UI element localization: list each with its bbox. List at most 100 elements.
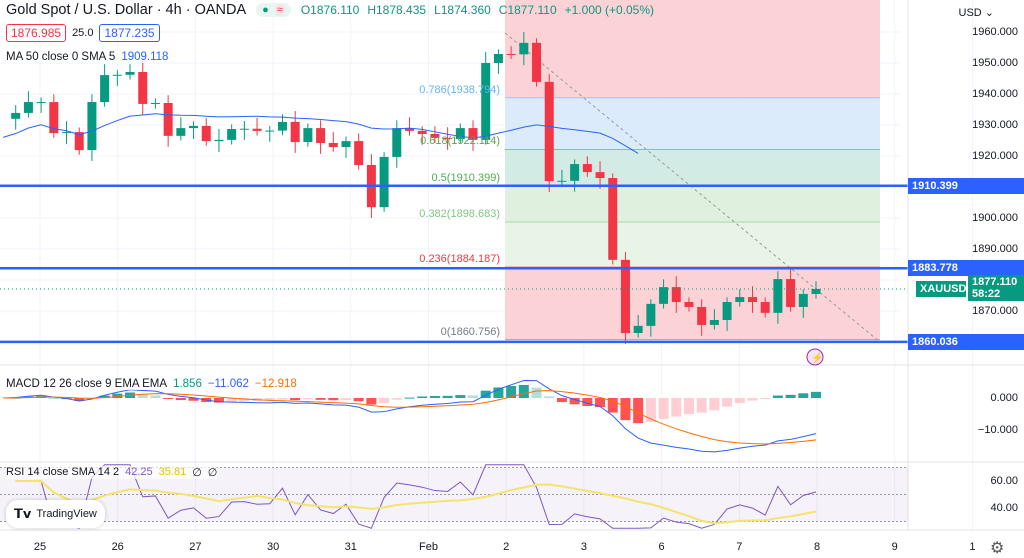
candle-body: [481, 63, 491, 140]
candle-body: [595, 172, 605, 179]
candle-body: [544, 81, 554, 182]
macd-histogram-bar: [747, 398, 758, 401]
time-axis-label: Feb: [419, 541, 438, 553]
settings-gear-icon[interactable]: ⚙: [990, 540, 1005, 557]
candle-body: [608, 178, 618, 260]
candle-body: [443, 138, 453, 140]
candle-body: [252, 128, 262, 131]
ma-legend[interactable]: MA 50 close 0 SMA 5 1909.118: [6, 51, 169, 63]
macd-histogram-bar: [607, 398, 618, 413]
price-axis-label: 1960.000: [972, 26, 1018, 38]
candle-body: [557, 180, 567, 182]
macd-line: [2, 380, 817, 453]
sell-button[interactable]: 1876.985: [6, 24, 67, 42]
symbol-title[interactable]: Gold Spot / U.S. Dollar · 4h · OANDA: [6, 2, 247, 18]
macd-histogram-bar: [175, 398, 186, 401]
macd-histogram-bar: [620, 398, 631, 421]
fib-zone: [505, 0, 880, 32]
time-axis-label: 8: [813, 541, 821, 553]
candle-body: [798, 293, 808, 307]
macd-histogram-bar: [353, 398, 364, 402]
symbol-tag: XAUUSD: [916, 280, 966, 297]
fib-zone: [505, 31, 880, 98]
macd-histogram-bar: [734, 398, 745, 404]
macd-histogram-bar: [302, 398, 313, 400]
time-axis-label: 2: [503, 541, 510, 553]
macd-histogram-bar: [506, 385, 517, 398]
fib-label-0786: 0.786(1938.794): [419, 83, 500, 96]
rsi-extra-1: ∅: [192, 467, 202, 479]
macd-histogram-bar: [48, 397, 59, 399]
current-price-tag: 1877.110 58:22: [968, 274, 1024, 301]
candle-body: [49, 102, 59, 134]
data-wave-icon: ≈: [274, 4, 285, 16]
rsi-axis-label: 60.00: [990, 475, 1018, 487]
macd-histogram-bar: [137, 394, 148, 398]
candle-body: [633, 325, 643, 334]
macd-legend[interactable]: MACD 12 26 close 9 EMA EMA 1.856 −11.062…: [6, 378, 297, 390]
time-axis-label: 3: [580, 541, 587, 553]
change-value: +1.000 (+0.05%): [564, 3, 655, 17]
level-price-tag: 1910.399: [908, 177, 1024, 194]
price-axis-label: 1900.000: [972, 212, 1018, 224]
rsi-legend[interactable]: RSI 14 close SMA 14 2 42.25 35.81 ∅ ∅: [6, 466, 218, 479]
candle-body: [354, 141, 364, 165]
candle-body: [176, 128, 186, 136]
ma-legend-value: 1909.118: [121, 51, 169, 63]
low-value: L1874.360: [434, 3, 491, 17]
macd-histogram-bar: [404, 397, 415, 399]
buy-button[interactable]: 1877.235: [99, 24, 160, 42]
macd-histogram-bar: [188, 398, 199, 401]
macd-histogram-bar: [239, 398, 250, 402]
macd-histogram-bar: [480, 390, 491, 398]
currency-selector[interactable]: USD ⌄: [958, 7, 995, 19]
candle-body: [239, 128, 249, 130]
candle-body: [620, 259, 630, 334]
time-axis-label: 26: [111, 541, 124, 553]
ohlc-values: O1876.110 H1878.435 L1874.360 C1877.110 …: [301, 3, 654, 17]
price-axis-label: 1870.000: [972, 305, 1018, 317]
macd-histogram-bar: [163, 398, 174, 399]
tradingview-logo-icon: 𝗧𝘃: [14, 506, 32, 521]
ma-legend-label: MA 50 close 0 SMA 5: [6, 51, 116, 63]
macd-histogram-bar: [315, 398, 326, 400]
candle-body: [328, 142, 338, 148]
tradingview-logo-text: TradingView: [36, 508, 97, 520]
time-axis-label: 6: [658, 541, 665, 553]
tradingview-logo[interactable]: 𝗧𝘃 TradingView: [6, 500, 105, 528]
price-axis-label: 1940.000: [972, 88, 1018, 100]
candle-body: [265, 130, 275, 132]
time-axis-label: 30: [266, 541, 280, 553]
macd-histogram-bar: [264, 398, 275, 401]
fib-zone: [505, 149, 880, 186]
candle-body: [659, 287, 669, 304]
candle-body: [379, 156, 389, 208]
close-value: C1877.110: [498, 3, 557, 17]
macd-histogram-bar: [442, 395, 453, 398]
candle-body: [214, 139, 224, 142]
candle-body: [23, 102, 33, 113]
candle-body: [747, 297, 757, 303]
market-status[interactable]: ● ≈: [256, 3, 291, 17]
macd-signal-value: −12.918: [254, 378, 297, 390]
candle-body: [100, 75, 110, 103]
macd-histogram-bar: [683, 398, 694, 415]
candle-body: [227, 129, 237, 140]
macd-histogram-bar: [658, 398, 669, 419]
rsi-axis-label: 40.00: [990, 502, 1018, 514]
macd-histogram-bar: [455, 395, 466, 398]
candle-body: [646, 303, 656, 326]
candle-body: [36, 102, 46, 104]
fib-label-0236: 0.236(1884.187): [419, 253, 500, 266]
macd-axis-label: −10.000: [977, 424, 1018, 436]
macd-legend-label: MACD 12 26 close 9 EMA EMA: [6, 378, 168, 390]
open-value: O1876.110: [300, 3, 360, 17]
macd-histogram-bar: [468, 395, 479, 398]
macd-histogram-bar: [772, 395, 783, 398]
time-axis-label: 1: [969, 541, 976, 553]
ma-line: [2, 113, 639, 154]
macd-histogram-bar: [328, 398, 339, 401]
macd-histogram-bar: [633, 398, 644, 424]
macd-histogram-bar: [112, 393, 123, 398]
